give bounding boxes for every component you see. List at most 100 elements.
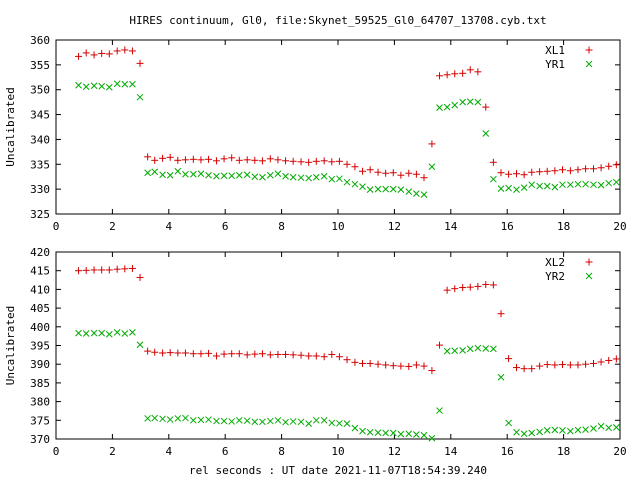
x-tick-label: 10	[331, 220, 344, 233]
data-point	[82, 266, 90, 274]
data-point	[105, 266, 113, 274]
data-point	[428, 163, 436, 171]
x-tick-label: 18	[557, 220, 570, 233]
data-point	[320, 416, 328, 424]
data-point	[121, 80, 129, 88]
data-point	[558, 361, 566, 369]
x-tick-label: 20	[613, 445, 626, 458]
plot-frame	[55, 39, 621, 215]
data-point	[351, 358, 359, 366]
data-point	[497, 169, 505, 177]
data-point	[282, 418, 289, 426]
chart-title: HIRES continuum, Gl0, file:Skynet_59525_…	[129, 14, 546, 27]
data-point	[558, 166, 566, 174]
data-point	[597, 164, 605, 172]
data-point	[374, 185, 382, 193]
data-point	[536, 168, 544, 176]
data-point	[335, 157, 343, 165]
data-point	[297, 174, 305, 182]
data-point	[336, 419, 343, 427]
data-point	[420, 362, 428, 370]
data-point	[75, 81, 82, 89]
data-point	[605, 424, 613, 432]
data-point	[528, 365, 536, 373]
legend-marker	[585, 60, 593, 68]
data-point	[274, 350, 282, 358]
data-point	[474, 98, 482, 106]
data-point	[420, 174, 428, 182]
data-point	[159, 154, 167, 162]
data-point	[289, 418, 297, 425]
data-point	[359, 359, 367, 367]
data-point	[505, 170, 513, 178]
data-point	[197, 156, 205, 164]
data-point	[543, 167, 551, 175]
data-point	[220, 172, 228, 180]
data-point	[551, 426, 559, 434]
data-point	[266, 155, 274, 163]
data-point	[605, 179, 613, 187]
data-point	[128, 264, 136, 272]
data-point	[205, 155, 213, 163]
data-point	[82, 330, 90, 337]
x-axis-label: rel seconds : UT date 2021-11-07T18:54:3…	[189, 464, 487, 477]
data-point	[428, 367, 436, 375]
data-point	[597, 422, 605, 430]
data-point	[220, 155, 228, 163]
data-point	[567, 181, 574, 189]
data-point	[335, 353, 343, 361]
y-tick-label: 345	[30, 109, 50, 122]
data-point	[220, 417, 228, 425]
bottom-panel: 0 2 4 6 8 10 12 14 16 18 20 370 375 380 385 390 395 400 40…	[4, 246, 627, 458]
data-point	[274, 156, 282, 164]
data-point	[121, 265, 129, 273]
data-point	[405, 169, 413, 177]
data-point	[389, 185, 397, 193]
data-point	[520, 430, 528, 438]
data-point	[266, 351, 274, 359]
data-point	[482, 345, 490, 352]
data-point	[129, 80, 136, 88]
data-point	[513, 186, 520, 193]
x-tick-label: 6	[222, 220, 229, 233]
data-point	[259, 418, 266, 426]
data-point	[428, 434, 436, 442]
data-point	[220, 350, 228, 358]
data-point	[428, 140, 436, 148]
data-point	[359, 427, 366, 435]
data-point	[451, 70, 459, 78]
data-point	[259, 173, 266, 181]
data-point	[166, 416, 174, 423]
data-point	[113, 329, 121, 336]
data-point	[574, 180, 582, 188]
data-point	[389, 429, 397, 437]
data-point	[144, 415, 152, 422]
y-tick-label: 330	[30, 183, 50, 196]
data-point	[582, 180, 589, 188]
data-point	[189, 350, 197, 358]
data-point	[497, 310, 505, 318]
data-point	[320, 172, 328, 180]
data-point	[420, 431, 428, 439]
x-tick-label: 6	[222, 445, 229, 458]
data-point	[166, 171, 174, 179]
data-point	[166, 153, 174, 161]
data-point	[489, 281, 497, 289]
y-tick-label: 390	[30, 358, 50, 371]
y-tick-label: 350	[30, 84, 50, 97]
data-point	[197, 350, 205, 358]
x-tick-label: 12	[388, 220, 401, 233]
data-point	[297, 158, 305, 166]
data-point	[528, 168, 536, 176]
data-point	[543, 361, 551, 369]
data-point	[528, 429, 536, 437]
data-point	[459, 284, 467, 292]
data-point	[189, 416, 197, 424]
x-tick-label: 8	[278, 445, 285, 458]
data-point	[389, 169, 397, 177]
data-point	[559, 427, 566, 434]
data-point	[520, 184, 528, 192]
data-point	[490, 175, 497, 183]
data-point	[382, 169, 390, 177]
data-point	[105, 83, 113, 91]
